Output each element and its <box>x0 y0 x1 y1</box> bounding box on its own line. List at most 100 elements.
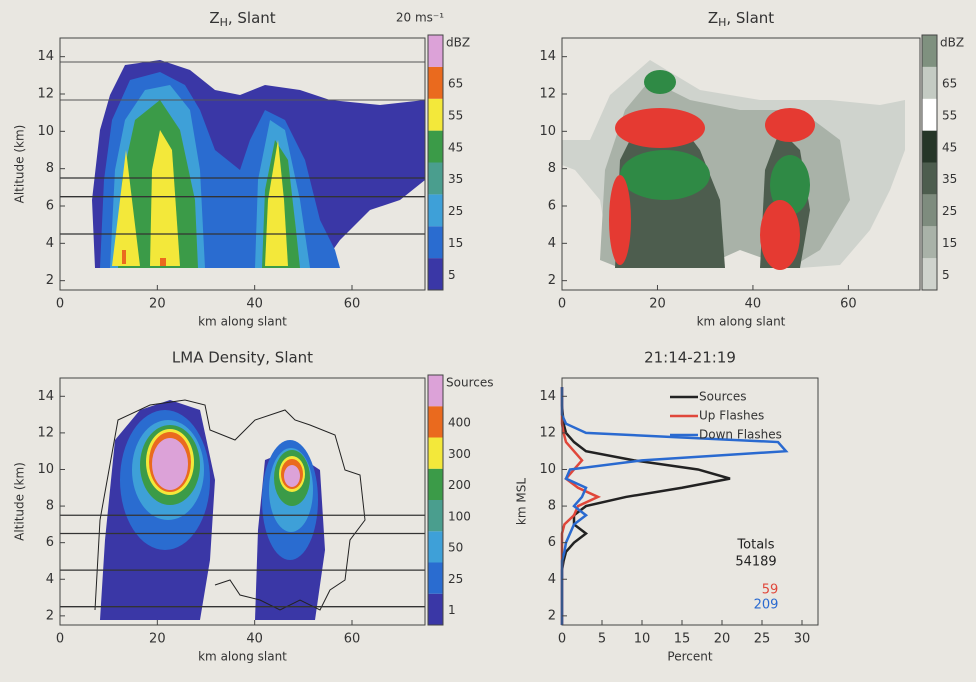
title-part: , Slant <box>726 9 774 27</box>
x-tick-label: 40 <box>246 632 263 647</box>
colorbar-band <box>428 500 443 532</box>
plot-frame <box>59 377 426 626</box>
x-tick-label: 10 <box>634 632 651 647</box>
y-tick-label: 12 <box>539 425 556 440</box>
lma-density-field <box>94 399 366 620</box>
colorbar-band <box>922 162 937 195</box>
y-tick-label: 2 <box>46 273 54 288</box>
colorbar-label: 45 <box>942 140 957 154</box>
y-tick-label: 8 <box>46 161 54 176</box>
x-tick-label: 25 <box>754 632 771 647</box>
x-tick-label: 20 <box>714 632 731 647</box>
y-tick-label: 4 <box>548 572 556 587</box>
colorbar-band <box>922 130 937 163</box>
title-part: H <box>718 16 726 29</box>
y-tick-label: 12 <box>37 87 54 102</box>
y-tick-label: 10 <box>37 124 54 139</box>
colorbar-frame <box>427 374 444 626</box>
colorbar-label: 400 <box>448 416 471 430</box>
x-tick-label: 15 <box>674 632 691 647</box>
colorbar-band <box>922 226 937 259</box>
y-tick-label: 2 <box>548 273 556 288</box>
x-axis-label: km along slant <box>198 650 287 664</box>
y-axis-label: Altitude (km) <box>13 462 27 541</box>
colorbar-label: 55 <box>448 108 463 122</box>
total-label: 59 <box>762 583 779 598</box>
colorbar-label: 300 <box>448 447 471 461</box>
chart-title: ZH, Slant <box>708 9 774 30</box>
title-part: , Slant <box>228 9 276 27</box>
reflectivity-field <box>60 60 425 268</box>
y-tick-label: 4 <box>548 236 556 251</box>
plot-frame <box>59 37 426 291</box>
y-axis-label: Altitude (km) <box>13 125 27 204</box>
y-tick-label: 14 <box>539 389 556 404</box>
colorbar-label: 55 <box>942 108 957 122</box>
y-tick-label: 6 <box>46 535 54 550</box>
y-tick-label: 14 <box>37 49 54 64</box>
chart-title: LMA Density, Slant <box>172 349 313 367</box>
y-tick-label: 10 <box>37 462 54 477</box>
x-axis-label: Percent <box>667 650 712 664</box>
colorbar-band <box>428 35 443 67</box>
x-tick-label: 60 <box>344 632 361 647</box>
colorbar-label: 65 <box>942 77 957 91</box>
colorbar-band <box>428 66 443 99</box>
colorbar-label: 15 <box>448 236 463 250</box>
colorbar-band <box>428 98 443 131</box>
colorbar-band <box>428 162 443 195</box>
colorbar-band <box>922 258 937 290</box>
chart-title: ZH, Slant <box>209 9 275 30</box>
title-part: Z <box>209 9 219 27</box>
y-axis-label: km MSL <box>515 478 529 525</box>
colorbar-title: dBZ <box>446 36 470 50</box>
total-label: Totals <box>736 538 774 553</box>
colorbar-band <box>428 593 443 625</box>
x-axis-label: km along slant <box>198 315 287 329</box>
colorbar-label: 5 <box>942 268 950 282</box>
colorbar-label: 45 <box>448 140 463 154</box>
y-tick-label: 8 <box>46 499 54 514</box>
y-tick-label: 8 <box>548 161 556 176</box>
x-tick-label: 5 <box>598 632 606 647</box>
legend-label: Down Flashes <box>699 428 782 442</box>
legend-label: Sources <box>699 390 746 404</box>
colorbar-band <box>922 98 937 131</box>
colorbar-label: 65 <box>448 77 463 91</box>
profile-line <box>560 387 789 625</box>
colorbar-band <box>428 437 443 469</box>
total-label: 209 <box>754 598 779 613</box>
colorbar-label: 50 <box>448 541 463 555</box>
colorbar-label: 1 <box>448 603 456 617</box>
y-tick-label: 10 <box>539 124 556 139</box>
chart-title: 21:14-21:19 <box>644 349 736 367</box>
y-tick-label: 4 <box>46 236 54 251</box>
colorbar-band <box>428 258 443 290</box>
colorbar-band <box>922 35 937 67</box>
y-tick-label: 6 <box>548 199 556 214</box>
x-tick-label: 40 <box>745 297 762 312</box>
colorbar-label: 5 <box>448 268 456 282</box>
reflectivity-flash-field <box>562 60 905 270</box>
colorbar-band <box>428 194 443 227</box>
x-tick-label: 0 <box>56 632 64 647</box>
x-tick-label: 20 <box>649 297 666 312</box>
y-tick-label: 14 <box>37 389 54 404</box>
colorbar-frame <box>921 34 938 291</box>
colorbar-label: 35 <box>942 172 957 186</box>
x-tick-label: 60 <box>840 297 857 312</box>
colorbar-band <box>428 468 443 500</box>
plot-frame <box>561 377 819 626</box>
colorbar-label: 25 <box>448 204 463 218</box>
y-tick-label: 12 <box>37 425 54 440</box>
y-tick-label: 12 <box>539 87 556 102</box>
colorbar-band <box>428 130 443 163</box>
y-tick-label: 8 <box>548 499 556 514</box>
title-part: Z <box>708 9 718 27</box>
total-label: 54189 <box>735 555 776 570</box>
x-tick-label: 20 <box>149 297 166 312</box>
colorbar-band <box>922 194 937 227</box>
y-tick-label: 4 <box>46 572 54 587</box>
y-tick-label: 2 <box>46 608 54 623</box>
